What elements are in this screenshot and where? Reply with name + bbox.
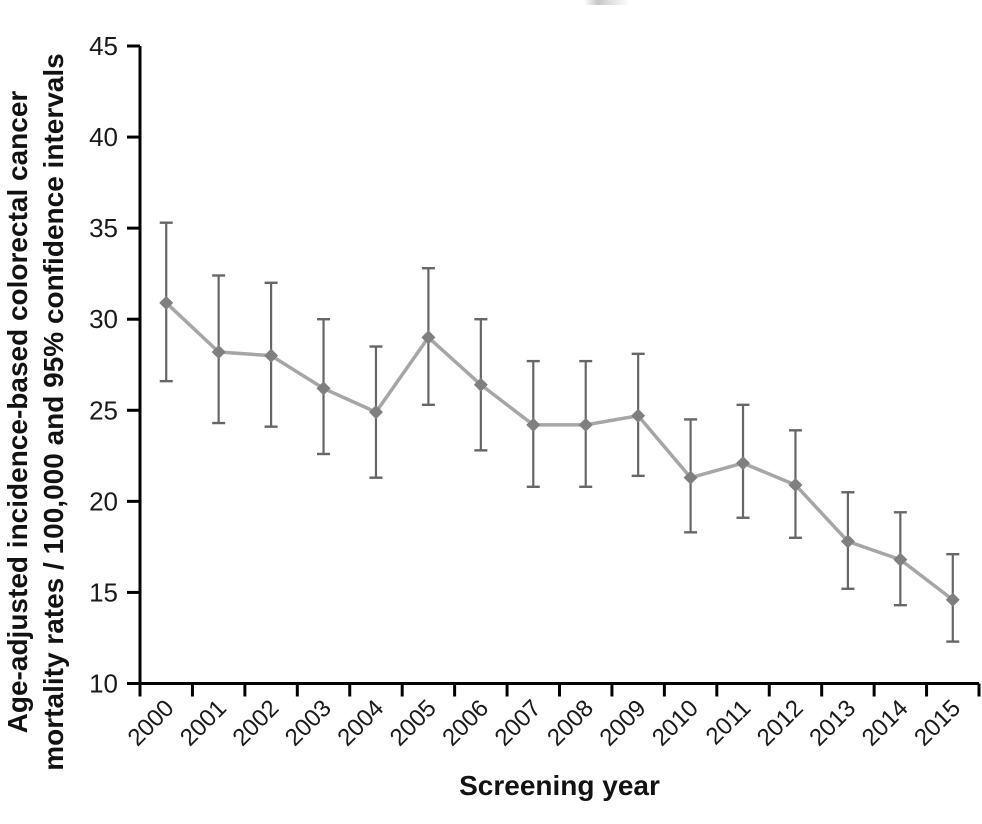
- x-tick-label: 2011: [701, 695, 757, 751]
- x-tick-label: 2012: [752, 695, 809, 752]
- data-point-marker: [945, 592, 960, 607]
- y-tick-label: 30: [89, 304, 118, 334]
- y-axis-title-line1: Age-adjusted incidence-based colorectal …: [2, 90, 33, 734]
- data-point-marker: [736, 456, 751, 471]
- data-point-marker: [211, 345, 226, 359]
- series-line: [164, 301, 955, 602]
- data-point-marker: [316, 381, 331, 396]
- y-axis-title-line2: mortality rates / 100,000 and 95% confid…: [38, 53, 69, 771]
- x-axis-title: Screening year: [459, 770, 660, 801]
- data-point-marker: [683, 470, 698, 485]
- data-point-marker: [264, 348, 279, 363]
- data-point-marker: [840, 534, 855, 549]
- data-point-marker: [526, 417, 541, 432]
- y-tick-label: 10: [89, 669, 118, 699]
- x-tick-label: 2005: [385, 695, 442, 752]
- x-tick-label: 2002: [227, 695, 284, 752]
- data-point-marker: [578, 417, 593, 432]
- x-tick-label: 2003: [280, 695, 337, 752]
- x-tick-label: 2004: [332, 695, 389, 752]
- x-tick-label: 2007: [490, 695, 547, 752]
- x-tick-label: 2009: [595, 695, 652, 752]
- data-point-marker: [421, 330, 436, 345]
- data-point-marker: [893, 552, 908, 567]
- data-point-marker: [631, 408, 646, 423]
- y-tick-label: 35: [89, 213, 118, 243]
- y-tick-label: 45: [89, 31, 118, 61]
- x-tick-label: 2001: [175, 695, 232, 752]
- x-tick-label: 2010: [647, 695, 704, 752]
- y-axis-title: Age-adjusted incidence-based colorectal …: [0, 0, 84, 824]
- y-tick-label: 40: [89, 122, 118, 152]
- y-tick-label: 20: [89, 486, 118, 516]
- x-tick-label: 2008: [542, 695, 599, 752]
- data-point-marker: [473, 377, 488, 392]
- x-tick-label: 2015: [909, 695, 966, 752]
- y-tick-label: 15: [89, 577, 118, 607]
- data-point-marker: [159, 295, 174, 310]
- cropped-title-artifact: [584, 0, 630, 5]
- data-point-marker: [788, 477, 803, 492]
- x-tick-label: 2006: [437, 695, 494, 752]
- x-tick-label: 2000: [123, 695, 180, 752]
- data-point-marker: [368, 405, 383, 420]
- y-tick-label: 25: [89, 395, 118, 425]
- x-tick-label: 2013: [804, 695, 861, 752]
- x-tick-label: 2014: [857, 695, 914, 752]
